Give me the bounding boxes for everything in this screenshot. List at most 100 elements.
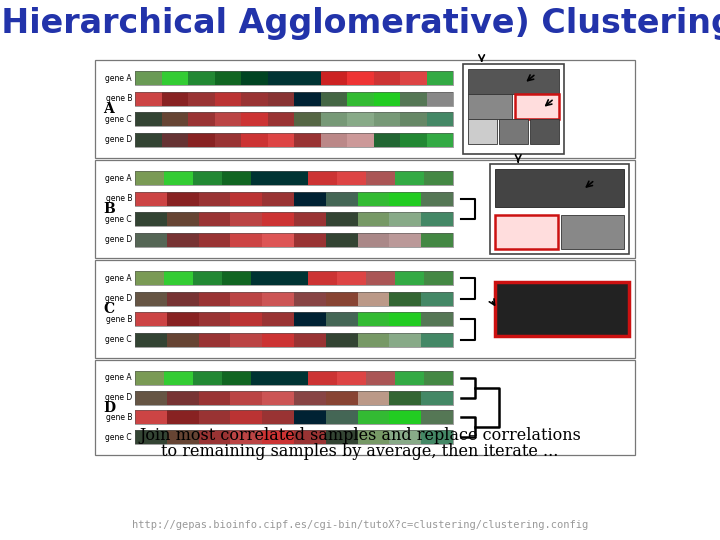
Bar <box>241 71 268 85</box>
Text: gene A: gene A <box>105 74 132 83</box>
Bar <box>193 271 222 285</box>
Text: gene B: gene B <box>106 413 132 422</box>
Bar <box>421 390 453 404</box>
Bar <box>374 112 400 126</box>
Bar <box>468 69 559 94</box>
Bar <box>325 192 358 206</box>
Bar <box>230 390 262 404</box>
Bar <box>308 171 338 185</box>
Text: gene B: gene B <box>106 94 132 103</box>
Bar <box>358 312 390 326</box>
Bar <box>395 271 424 285</box>
Text: gene D: gene D <box>104 393 132 402</box>
Bar <box>468 94 512 119</box>
Bar <box>325 333 358 347</box>
Bar <box>325 390 358 404</box>
Bar <box>215 112 241 126</box>
Bar <box>320 92 347 106</box>
Bar <box>421 233 453 247</box>
Text: B: B <box>103 202 114 216</box>
Text: gene D: gene D <box>104 294 132 303</box>
Bar <box>421 212 453 226</box>
Bar <box>95 160 635 258</box>
Bar <box>135 292 453 306</box>
Bar <box>230 233 262 247</box>
Text: gene A: gene A <box>105 274 132 283</box>
Bar <box>167 430 199 444</box>
Bar <box>338 171 366 185</box>
Bar <box>241 133 268 147</box>
Bar <box>135 71 453 85</box>
Bar <box>294 112 320 126</box>
Bar <box>251 171 279 185</box>
Bar <box>426 133 453 147</box>
Bar <box>193 171 222 185</box>
Bar <box>325 212 358 226</box>
Bar <box>308 371 338 385</box>
Bar <box>95 60 635 158</box>
Bar <box>199 390 230 404</box>
Bar <box>468 119 497 144</box>
Bar <box>95 360 635 455</box>
Text: Join most correlated samples and replace correlations: Join most correlated samples and replace… <box>139 427 581 444</box>
Bar <box>338 271 366 285</box>
Bar <box>135 390 167 404</box>
Text: gene A: gene A <box>105 174 132 183</box>
Bar <box>135 133 453 147</box>
Text: gene A: gene A <box>105 373 132 382</box>
Bar <box>347 71 374 85</box>
Bar <box>262 333 294 347</box>
Bar <box>325 410 358 424</box>
Bar <box>294 312 325 326</box>
Bar <box>262 312 294 326</box>
Text: gene D: gene D <box>104 235 132 244</box>
Text: C: C <box>103 302 114 316</box>
Text: gene B: gene B <box>106 194 132 203</box>
Bar <box>320 133 347 147</box>
Bar <box>135 371 453 385</box>
Bar <box>161 112 188 126</box>
Bar <box>222 371 251 385</box>
Bar <box>167 292 199 306</box>
Bar <box>135 233 453 247</box>
Bar <box>395 171 424 185</box>
Bar <box>161 71 188 85</box>
Bar <box>294 133 320 147</box>
Bar <box>347 112 374 126</box>
Bar <box>215 92 241 106</box>
Bar <box>268 112 294 126</box>
Bar <box>268 71 294 85</box>
Bar <box>230 410 262 424</box>
Bar <box>268 133 294 147</box>
Text: gene C: gene C <box>105 215 132 224</box>
Bar <box>358 410 390 424</box>
Bar <box>390 292 421 306</box>
Bar <box>222 271 251 285</box>
Bar <box>400 133 426 147</box>
Bar <box>366 271 395 285</box>
Bar <box>167 390 199 404</box>
Bar <box>167 212 199 226</box>
Bar <box>135 233 167 247</box>
Text: gene C: gene C <box>105 433 132 442</box>
Bar <box>294 430 325 444</box>
Bar <box>426 112 453 126</box>
Bar <box>135 112 453 126</box>
Text: D: D <box>103 401 115 415</box>
Text: (Hierarchical Agglomerative) Clustering: (Hierarchical Agglomerative) Clustering <box>0 7 720 40</box>
Bar <box>347 133 374 147</box>
Bar <box>400 112 426 126</box>
Bar <box>135 333 453 347</box>
Bar <box>325 233 358 247</box>
Bar <box>424 371 453 385</box>
Bar <box>135 371 164 385</box>
Bar <box>95 260 635 358</box>
Bar <box>325 430 358 444</box>
Bar <box>294 333 325 347</box>
Text: http://gepas.bioinfo.cipf.es/cgi-bin/tutoX?c=clustering/clustering.config: http://gepas.bioinfo.cipf.es/cgi-bin/tut… <box>132 520 588 530</box>
Bar <box>390 233 421 247</box>
Bar <box>395 371 424 385</box>
Bar <box>222 171 251 185</box>
Bar <box>390 312 421 326</box>
Bar <box>262 430 294 444</box>
